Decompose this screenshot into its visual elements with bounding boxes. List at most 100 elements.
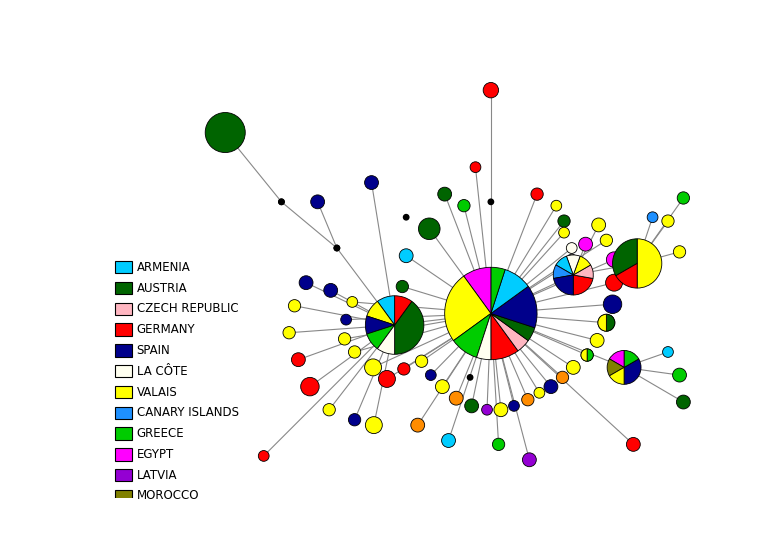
Circle shape <box>279 199 284 205</box>
Circle shape <box>410 418 424 432</box>
Circle shape <box>348 414 360 426</box>
Wedge shape <box>567 255 580 275</box>
Wedge shape <box>554 275 573 295</box>
Wedge shape <box>609 350 624 367</box>
Circle shape <box>291 353 305 367</box>
Wedge shape <box>490 314 518 359</box>
Circle shape <box>396 281 408 293</box>
Circle shape <box>534 387 544 398</box>
Text: VALAIS: VALAIS <box>137 386 177 399</box>
Circle shape <box>437 187 451 201</box>
Wedge shape <box>598 314 606 331</box>
Bar <box>116 303 132 315</box>
Circle shape <box>566 243 577 253</box>
Wedge shape <box>624 359 641 385</box>
Circle shape <box>470 162 480 173</box>
Bar <box>116 344 132 357</box>
Circle shape <box>557 215 570 228</box>
Wedge shape <box>367 301 394 325</box>
Wedge shape <box>454 314 490 357</box>
Circle shape <box>677 192 689 204</box>
Circle shape <box>415 355 428 367</box>
Circle shape <box>403 215 409 220</box>
Circle shape <box>522 453 536 467</box>
Circle shape <box>206 112 245 153</box>
Circle shape <box>449 391 463 405</box>
Wedge shape <box>587 349 593 361</box>
Wedge shape <box>573 256 591 275</box>
Circle shape <box>522 394 534 406</box>
Text: EGYPT: EGYPT <box>137 448 174 461</box>
Circle shape <box>323 404 336 416</box>
Wedge shape <box>367 325 394 349</box>
Wedge shape <box>490 314 535 340</box>
Circle shape <box>435 380 449 394</box>
Circle shape <box>288 300 300 312</box>
Circle shape <box>551 200 561 211</box>
Wedge shape <box>377 296 394 325</box>
Circle shape <box>661 215 674 228</box>
Bar <box>116 448 132 461</box>
Circle shape <box>492 438 505 451</box>
Wedge shape <box>556 256 573 275</box>
Circle shape <box>579 237 592 251</box>
Bar <box>116 406 132 419</box>
Wedge shape <box>366 316 394 334</box>
Circle shape <box>310 195 325 209</box>
Text: ARMENIA: ARMENIA <box>137 261 190 274</box>
Text: AUSTRIA: AUSTRIA <box>137 282 187 295</box>
Circle shape <box>464 399 478 413</box>
Text: CANARY ISLANDS: CANARY ISLANDS <box>137 406 239 419</box>
Wedge shape <box>445 276 490 340</box>
Circle shape <box>279 199 284 205</box>
Circle shape <box>591 218 605 232</box>
Text: MOROCCO: MOROCCO <box>137 490 199 503</box>
Circle shape <box>566 361 580 375</box>
Text: GREECE: GREECE <box>137 427 184 440</box>
Wedge shape <box>637 239 661 288</box>
Circle shape <box>482 404 493 415</box>
Circle shape <box>627 438 640 451</box>
Bar <box>116 469 132 481</box>
Circle shape <box>340 314 351 325</box>
Wedge shape <box>609 367 624 385</box>
Wedge shape <box>606 314 614 331</box>
Circle shape <box>419 218 440 240</box>
Circle shape <box>346 296 357 307</box>
Wedge shape <box>490 286 537 328</box>
Wedge shape <box>394 301 424 354</box>
Circle shape <box>531 188 543 200</box>
Text: SPAIN: SPAIN <box>137 344 170 357</box>
Wedge shape <box>490 269 528 314</box>
Circle shape <box>397 363 410 375</box>
Circle shape <box>365 176 379 190</box>
Bar <box>116 282 132 294</box>
Circle shape <box>425 369 436 381</box>
Circle shape <box>590 334 604 347</box>
Circle shape <box>334 245 340 251</box>
Bar <box>116 490 132 502</box>
Circle shape <box>604 295 622 314</box>
Circle shape <box>365 359 381 376</box>
Circle shape <box>348 346 360 358</box>
Wedge shape <box>554 265 573 278</box>
Wedge shape <box>613 239 637 276</box>
Wedge shape <box>477 314 490 359</box>
Wedge shape <box>394 296 412 325</box>
Text: GERMANY: GERMANY <box>137 323 196 336</box>
Circle shape <box>399 249 413 263</box>
Circle shape <box>259 451 270 461</box>
Wedge shape <box>464 267 490 314</box>
Circle shape <box>457 200 470 212</box>
Text: LA CÔTE: LA CÔTE <box>137 364 187 378</box>
Circle shape <box>676 395 690 409</box>
Circle shape <box>558 228 569 238</box>
Circle shape <box>365 416 382 434</box>
Circle shape <box>442 434 456 447</box>
Circle shape <box>566 254 577 265</box>
Circle shape <box>606 252 622 267</box>
Wedge shape <box>616 263 637 288</box>
Bar <box>116 428 132 440</box>
Circle shape <box>598 314 614 331</box>
Bar <box>116 261 132 273</box>
